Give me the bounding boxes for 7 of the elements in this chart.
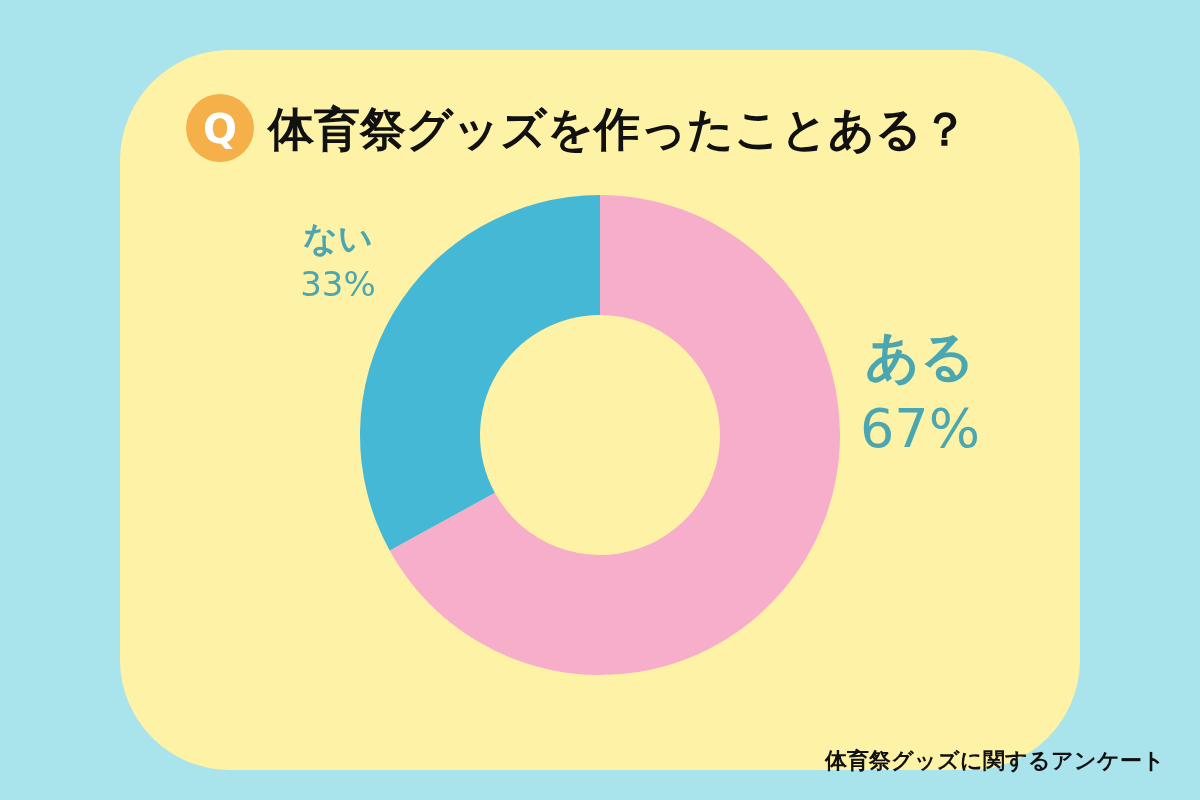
data-label: 33% (300, 264, 376, 304)
data-label: 67% (859, 397, 981, 460)
slice-label: ない (303, 218, 373, 258)
slice-label: ある (865, 325, 975, 388)
text: 体育祭グッズに関するアンケート (824, 748, 1165, 773)
chart-title: 体育祭グッズを作ったことある？ (266, 102, 968, 156)
text: Q (202, 106, 238, 152)
